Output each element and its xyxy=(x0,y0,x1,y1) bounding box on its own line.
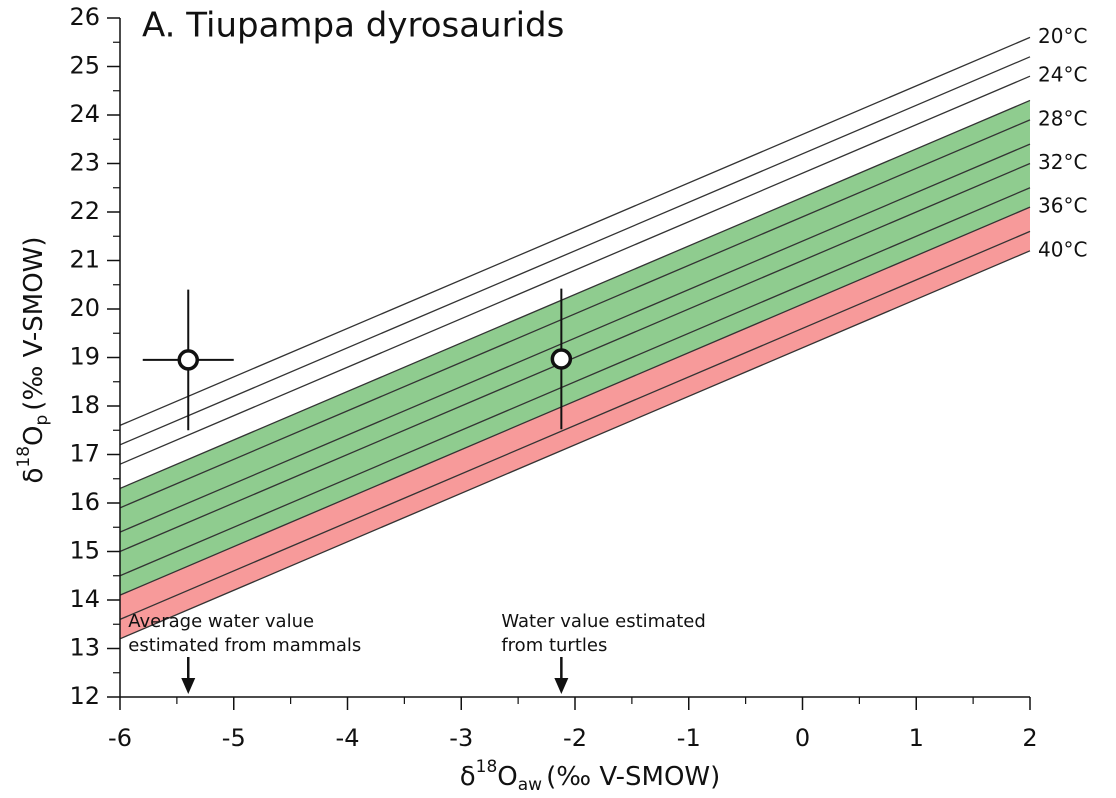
temperature-line xyxy=(119,75,1031,465)
line-label: 24°C xyxy=(1038,63,1087,87)
y-tick-label: 19 xyxy=(69,343,100,371)
y-tick-label: 26 xyxy=(69,3,100,31)
y-tick-label: 23 xyxy=(69,149,100,177)
x-tick-label: -4 xyxy=(336,724,360,752)
y-tick-label: 16 xyxy=(69,488,100,516)
x-axis-label: δ18Oaw (‰ V-SMOW) xyxy=(460,757,721,795)
y-tick-label: 14 xyxy=(69,585,100,613)
y-tick-label: 21 xyxy=(69,246,100,274)
y-tick-label: 20 xyxy=(69,294,100,322)
temperature-line xyxy=(119,56,1031,446)
y-axis-label: δ18Op (‰ V-SMOW) xyxy=(14,236,52,483)
x-tick-label: 1 xyxy=(909,724,924,752)
temperature-line xyxy=(119,119,1031,509)
x-tick-label: -3 xyxy=(449,724,473,752)
band xyxy=(120,144,1030,552)
x-tick-label: 2 xyxy=(1022,724,1037,752)
line-label: 28°C xyxy=(1038,106,1087,130)
annotation-text: Water value estimated xyxy=(501,611,705,632)
arrow-head xyxy=(554,678,569,694)
y-tick-label: 22 xyxy=(69,197,100,225)
label-sup: 18 xyxy=(476,757,498,777)
band xyxy=(120,231,1030,639)
temperature-line xyxy=(119,99,1031,490)
temperature-line xyxy=(119,187,1031,577)
y-tick-label: 24 xyxy=(69,100,100,128)
y-tick-label: 18 xyxy=(69,391,100,419)
y-tick-label: 17 xyxy=(69,440,100,468)
x-tick-label: 0 xyxy=(795,724,810,752)
label-sup: 18 xyxy=(14,446,34,468)
label-prefix: δ xyxy=(460,762,476,792)
line-label: 36°C xyxy=(1038,194,1087,218)
label-sub: p xyxy=(32,415,52,426)
line-label: 20°C xyxy=(1038,24,1087,48)
y-tick-label: 12 xyxy=(69,682,100,710)
line-label: 40°C xyxy=(1038,237,1087,261)
label-main: O xyxy=(19,425,49,445)
temperature-line xyxy=(119,36,1031,426)
y-tick-label: 13 xyxy=(69,634,100,662)
label-sub: aw xyxy=(518,775,542,795)
data-point xyxy=(550,348,573,370)
label-suffix: (‰ V-SMOW) xyxy=(19,236,49,410)
temperature-line xyxy=(119,206,1031,596)
band xyxy=(120,163,1030,576)
x-tick-label: -2 xyxy=(563,724,587,752)
band xyxy=(120,119,1030,533)
annotation-text: from turtles xyxy=(501,635,607,656)
x-tick-label: -6 xyxy=(108,724,132,752)
temperature-line xyxy=(119,250,1031,640)
temperature-line xyxy=(119,162,1031,553)
band xyxy=(120,100,1030,508)
label-suffix: (‰ V-SMOW) xyxy=(546,762,720,792)
line-label: 32°C xyxy=(1038,150,1087,174)
temperature-line xyxy=(119,143,1031,533)
y-tick-label: 25 xyxy=(69,52,100,80)
annotation-text: estimated from mammals xyxy=(128,635,361,656)
data-point xyxy=(177,349,199,371)
x-tick-label: -1 xyxy=(677,724,701,752)
label-main: O xyxy=(497,762,517,792)
temperature-line xyxy=(119,230,1031,620)
chart-title: A. Tiupampa dyrosaurids xyxy=(142,6,564,46)
y-tick-label: 15 xyxy=(69,537,100,565)
label-prefix: δ xyxy=(19,468,49,484)
band xyxy=(120,207,1030,620)
band xyxy=(120,187,1030,596)
arrow-head xyxy=(181,678,196,694)
x-tick-label: -5 xyxy=(222,724,246,752)
annotation-text: Average water value xyxy=(128,611,314,632)
